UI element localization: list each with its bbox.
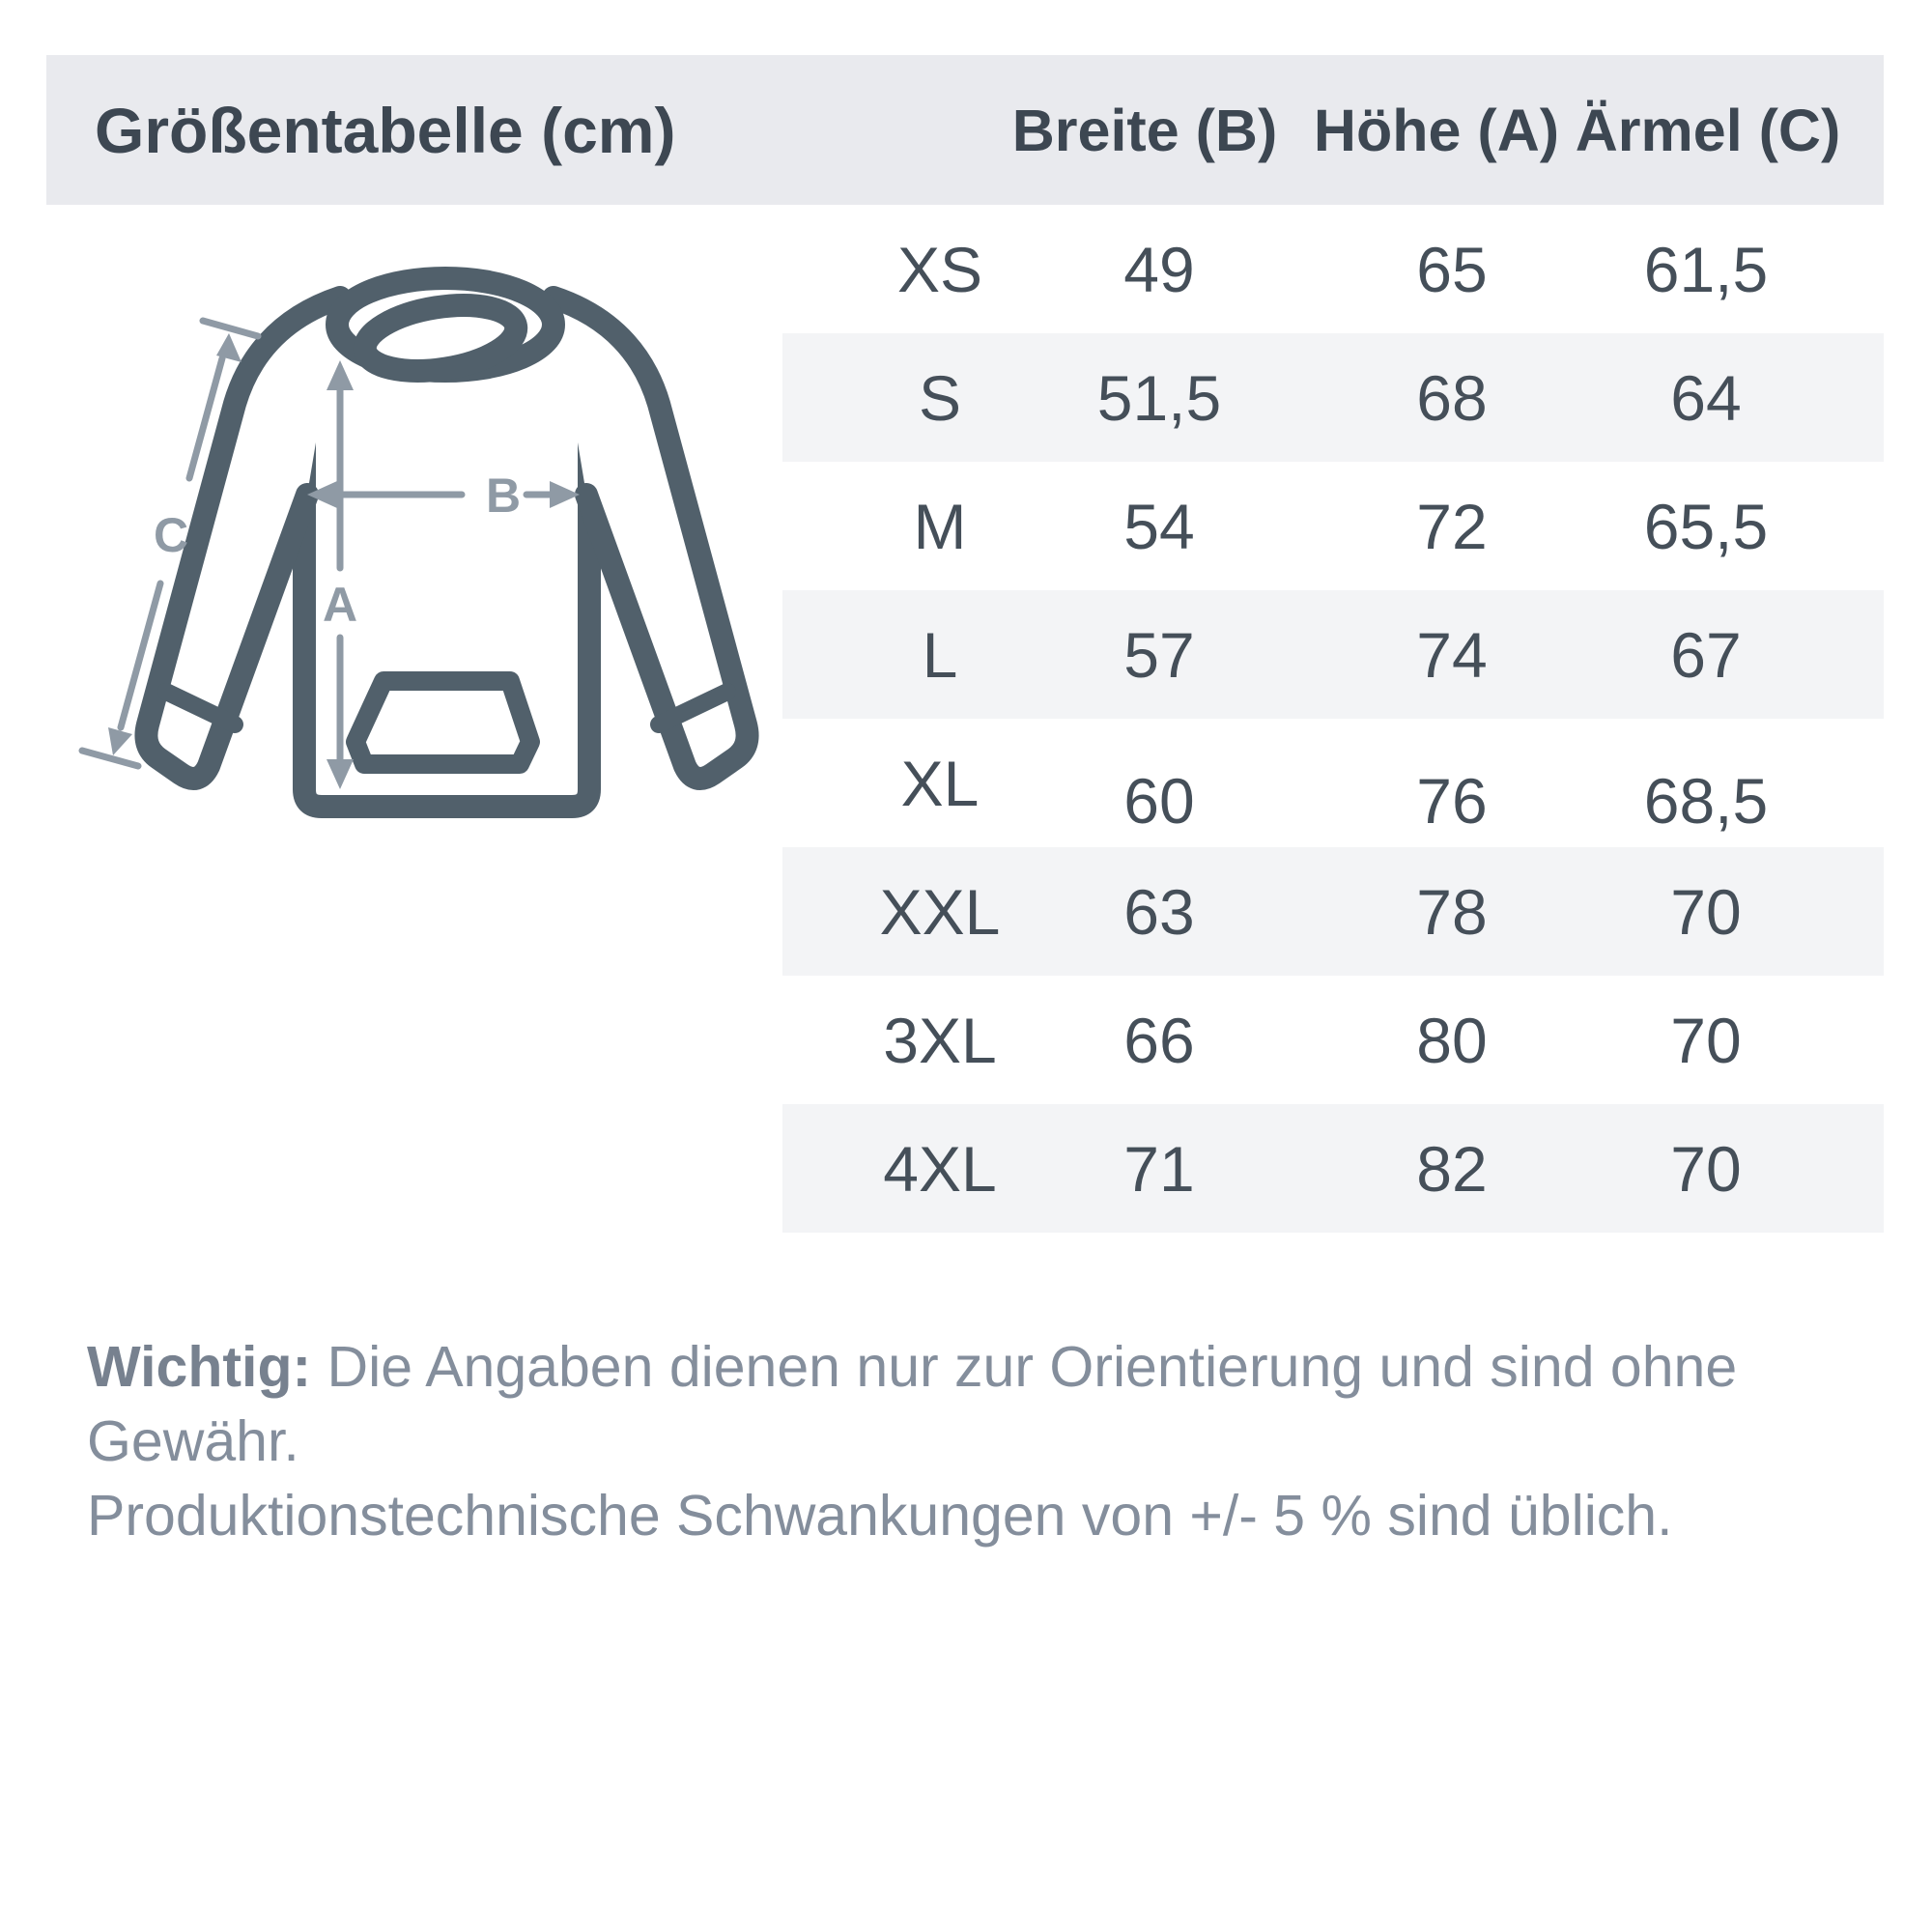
arrow-a-head-up [327, 360, 354, 390]
table-row: 3XL 66 80 70 [782, 976, 1884, 1104]
aermel-cell: 65,5 [1643, 490, 1769, 562]
disclaimer-note-line2: Produktionstechnische Schwankungen von +… [87, 1484, 1673, 1548]
breite-cell: 66 [1123, 1004, 1195, 1076]
aermel-cell: 70 [1670, 1132, 1742, 1205]
column-header-breite: Breite (B) [1011, 97, 1278, 163]
arrow-c-head-down [108, 727, 132, 755]
size-cell: XXL [879, 875, 1001, 948]
aermel-cell: 68,5 [1643, 764, 1769, 837]
size-cell: 4XL [883, 1132, 997, 1205]
table-row: S 51,5 68 64 [782, 333, 1884, 462]
size-cell: XS [896, 233, 983, 305]
table-row: XXL 63 78 70 [782, 847, 1884, 976]
size-cell: S [918, 361, 962, 434]
arrow-b-head-right [550, 481, 580, 508]
hoodie-right-cuff-line [650, 683, 736, 733]
aermel-cell: 61,5 [1643, 233, 1769, 305]
hoehe-cell: 76 [1416, 764, 1488, 837]
measure-label-b: B [486, 469, 521, 523]
aermel-cell: 70 [1670, 875, 1742, 948]
arrow-c-line-bottom [117, 580, 164, 731]
table-header-bar: Größentabelle (cm) Breite (B) Höhe (A) Ä… [46, 55, 1884, 205]
page-title: Größentabelle (cm) [95, 94, 676, 166]
column-header-hoehe: Höhe (A) [1313, 97, 1560, 163]
disclaimer-note-line1: Die Angaben dienen nur zur Orientierung … [87, 1335, 1738, 1473]
disclaimer-note-bold: Wichtig: [87, 1335, 312, 1399]
hoodie-measurement-diagram: A B C [78, 267, 759, 818]
hoodie-pocket [346, 671, 540, 774]
breite-cell: 71 [1123, 1132, 1195, 1205]
disclaimer-note: Wichtig: Die Angaben dienen nur zur Orie… [87, 1330, 1855, 1553]
column-header-aermel: Ärmel (C) [1575, 97, 1841, 163]
hoodie-left-sleeve [134, 286, 352, 790]
hoehe-cell: 74 [1416, 618, 1488, 691]
breite-cell: 51,5 [1096, 361, 1222, 434]
arrow-b-head-left [307, 481, 337, 508]
table-row: L 57 74 67 [782, 590, 1884, 719]
breite-cell: 63 [1123, 875, 1195, 948]
hoehe-cell: 72 [1416, 490, 1488, 562]
arrow-c-cap-top [199, 317, 262, 340]
hoodie-hood-inner [353, 294, 528, 383]
hoodie-right-sleeve [542, 286, 759, 790]
aermel-cell: 67 [1670, 618, 1742, 691]
breite-cell: 49 [1123, 233, 1195, 305]
hoehe-cell: 78 [1416, 875, 1488, 948]
hoehe-cell: 68 [1416, 361, 1488, 434]
hoodie-left-cuff-line [157, 683, 243, 733]
hoehe-cell: 82 [1416, 1132, 1488, 1205]
arrow-c-line-top [185, 355, 226, 482]
arrow-c-head-up [216, 333, 242, 362]
table-row: XS 49 65 61,5 [782, 205, 1884, 333]
aermel-cell: 70 [1670, 1004, 1742, 1076]
arrow-a-head-down [327, 759, 354, 789]
size-cell: L [922, 618, 958, 691]
breite-cell: 57 [1123, 618, 1195, 691]
table-row: 4XL 71 82 70 [782, 1104, 1884, 1233]
measure-label-a: A [323, 578, 357, 632]
size-cell: 3XL [883, 1004, 997, 1076]
table-row: XL 60 76 68,5 [782, 719, 1884, 847]
hoehe-cell: 65 [1416, 233, 1488, 305]
size-cell: M [913, 490, 967, 562]
arrow-c-cap-bottom [78, 747, 142, 770]
hoehe-cell: 80 [1416, 1004, 1488, 1076]
measure-label-c: C [154, 508, 188, 562]
breite-cell: 54 [1123, 490, 1195, 562]
size-cell: XL [900, 747, 980, 819]
breite-cell: 60 [1123, 764, 1195, 837]
aermel-cell: 64 [1670, 361, 1742, 434]
table-row: M 54 72 65,5 [782, 462, 1884, 590]
